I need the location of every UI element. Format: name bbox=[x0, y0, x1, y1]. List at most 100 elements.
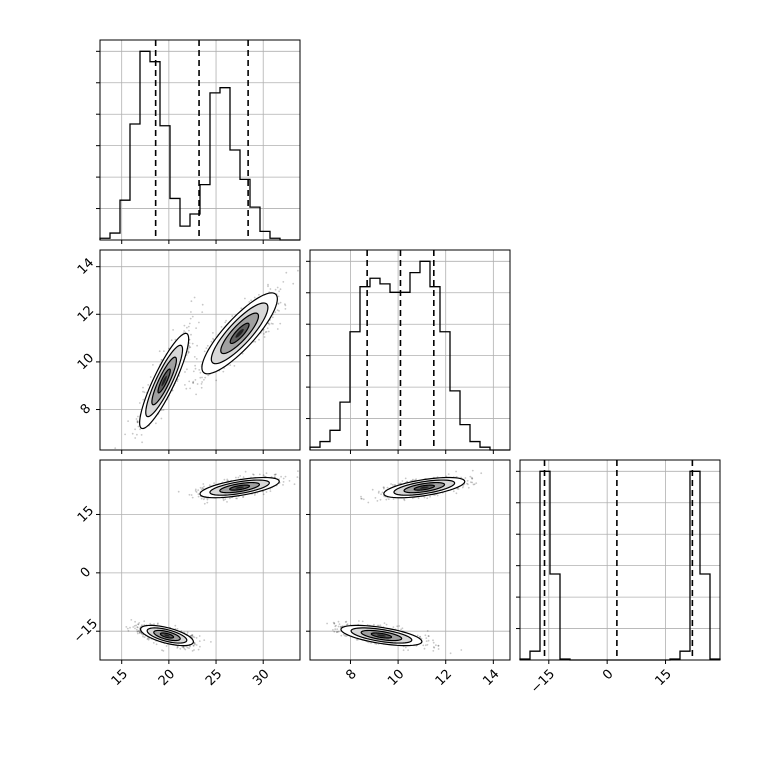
scatter-points bbox=[114, 269, 299, 449]
scatter-point bbox=[445, 475, 448, 478]
scatter-point bbox=[473, 483, 476, 486]
contour-peak bbox=[235, 486, 244, 489]
scatter-point bbox=[192, 380, 195, 383]
scatter-point bbox=[346, 623, 349, 625]
scatter-point bbox=[143, 636, 146, 639]
scatter-point bbox=[187, 325, 190, 328]
scatter-point bbox=[361, 620, 364, 623]
scatter-point bbox=[194, 367, 197, 370]
scatter-point bbox=[386, 486, 389, 489]
scatter-point bbox=[273, 476, 276, 479]
scatter-point bbox=[401, 480, 404, 482]
scatter-point bbox=[252, 473, 255, 476]
scatter-point bbox=[184, 648, 187, 651]
scatter-point bbox=[143, 391, 146, 394]
scatter-point bbox=[192, 370, 195, 373]
scatter-point bbox=[427, 639, 430, 642]
scatter-point bbox=[171, 389, 174, 392]
scatter-point bbox=[248, 301, 251, 303]
scatter-point bbox=[195, 644, 198, 646]
scatter-point bbox=[139, 428, 142, 431]
scatter-point bbox=[267, 285, 269, 288]
scatter-point bbox=[271, 316, 274, 319]
scatter-point bbox=[152, 642, 155, 644]
scatter-point bbox=[423, 496, 426, 499]
scatter-point bbox=[337, 620, 340, 623]
scatter-point bbox=[142, 390, 144, 393]
scatter-point bbox=[274, 288, 277, 291]
scatter-point bbox=[200, 497, 203, 500]
scatter-point bbox=[134, 437, 137, 439]
scatter-point bbox=[471, 477, 474, 480]
scatter-point bbox=[244, 297, 246, 300]
histogram-step-line bbox=[309, 260, 510, 451]
scatter-point bbox=[130, 619, 133, 621]
histogram-panel-2 bbox=[516, 459, 721, 664]
scatter-point bbox=[426, 497, 429, 500]
scatter-point bbox=[140, 633, 143, 635]
scatter-point bbox=[258, 293, 260, 296]
scatter-point bbox=[136, 632, 139, 635]
scatter-point bbox=[461, 486, 464, 489]
scatter-point bbox=[447, 473, 450, 475]
scatter-point bbox=[195, 637, 198, 639]
scatter-point bbox=[138, 629, 141, 632]
scatter-point bbox=[139, 631, 141, 634]
scatter-point bbox=[293, 483, 296, 486]
scatter-point bbox=[133, 625, 136, 627]
scatter-point bbox=[272, 323, 274, 325]
scatter-point bbox=[433, 646, 436, 649]
scatter-point bbox=[398, 482, 401, 485]
scatter-point bbox=[427, 635, 430, 637]
scatter-point bbox=[185, 387, 188, 390]
scatter-point bbox=[210, 340, 213, 343]
scatter-point bbox=[146, 638, 149, 640]
scatter-point bbox=[342, 633, 345, 636]
scatter-point bbox=[237, 476, 240, 479]
scatter-point bbox=[285, 271, 288, 274]
scatter-point bbox=[339, 626, 342, 629]
scatter-point bbox=[472, 483, 475, 486]
scatter-point bbox=[333, 622, 336, 625]
scatter-point bbox=[391, 483, 394, 486]
scatter-point bbox=[277, 302, 280, 305]
scatter-point bbox=[241, 352, 244, 355]
scatter-point bbox=[239, 475, 242, 477]
scatter-point bbox=[242, 496, 244, 498]
scatter-point bbox=[383, 622, 386, 624]
scatter-point bbox=[141, 624, 143, 626]
scatter-point bbox=[471, 477, 473, 480]
scatter-point bbox=[201, 311, 204, 313]
scatter-point bbox=[134, 428, 137, 431]
scatter-point bbox=[267, 283, 269, 286]
scatter-point bbox=[149, 622, 152, 625]
scatter-point bbox=[345, 620, 348, 623]
scatter-point bbox=[188, 342, 191, 344]
scatter-point bbox=[265, 472, 268, 475]
scatter-point bbox=[196, 344, 199, 347]
scatter-point bbox=[196, 383, 199, 385]
scatter-point bbox=[142, 386, 144, 389]
scatter-point bbox=[189, 387, 192, 390]
scatter-point bbox=[275, 473, 277, 476]
scatter-point bbox=[240, 307, 243, 310]
scatter-point bbox=[362, 498, 365, 501]
scatter-point bbox=[188, 380, 191, 383]
scatter-point bbox=[136, 421, 139, 424]
scatter-point bbox=[370, 642, 372, 644]
scatter-point bbox=[176, 647, 179, 649]
scatter-point bbox=[432, 650, 435, 652]
scatter-point bbox=[335, 624, 337, 627]
scatter-point bbox=[179, 647, 182, 650]
scatter-point bbox=[188, 329, 190, 332]
scatter-point bbox=[385, 623, 388, 626]
scatter-point bbox=[156, 623, 159, 625]
scatter-point bbox=[126, 627, 129, 630]
scatter-point bbox=[188, 344, 191, 347]
scatter-point bbox=[188, 493, 191, 496]
scatter-point bbox=[380, 493, 382, 496]
scatter-point bbox=[426, 630, 429, 632]
scatter-point bbox=[402, 649, 405, 652]
scatter-point bbox=[355, 638, 358, 641]
scatter-point bbox=[136, 421, 139, 424]
